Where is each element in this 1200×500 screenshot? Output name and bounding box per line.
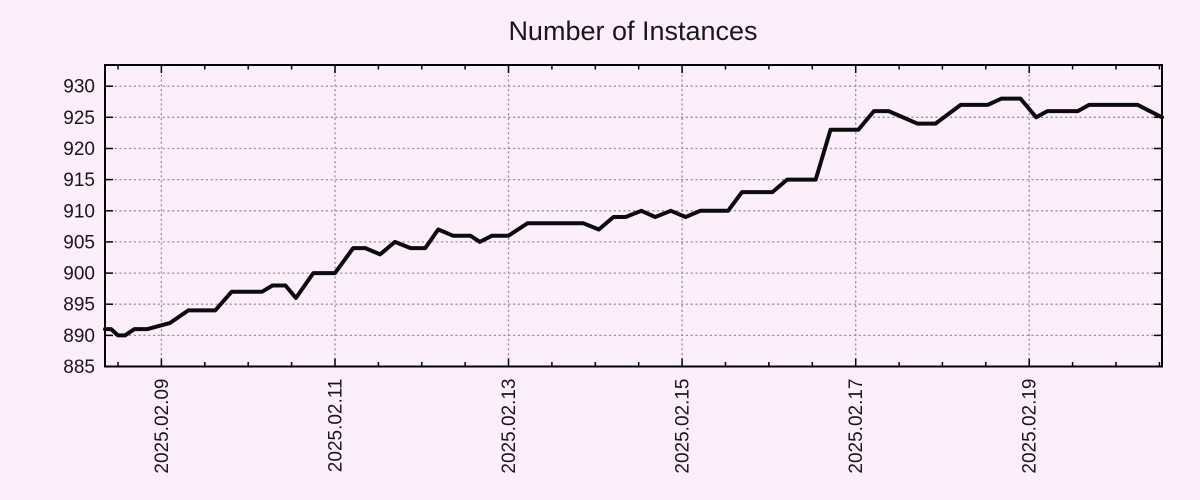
series-layer xyxy=(103,96,1164,338)
x-tick-label: 2025.02.19 xyxy=(1020,379,1041,474)
y-tick-label: 885 xyxy=(63,357,95,378)
plot-frame xyxy=(104,64,1163,368)
x-tick-label: 2025.02.09 xyxy=(152,379,173,474)
y-tick-label: 920 xyxy=(63,139,95,160)
y-tick-label: 900 xyxy=(63,264,95,285)
y-tick-label: 905 xyxy=(63,232,95,253)
x-tick-label: 2025.02.15 xyxy=(673,379,694,474)
y-tick-label: 915 xyxy=(63,170,95,191)
x-tick-label: 2025.02.11 xyxy=(326,379,347,473)
tick-label-layer: 885 890 895 900 905 910 915 920 925 930 2025.02.09… xyxy=(63,77,1040,474)
chart-title: Number of Instances xyxy=(508,16,757,46)
x-tick-label: 2025.02.13 xyxy=(499,379,520,474)
y-tick-label: 895 xyxy=(63,295,95,316)
y-tick-label: 930 xyxy=(63,77,95,98)
y-tick-label: 910 xyxy=(63,201,95,222)
y-tick-label: 890 xyxy=(63,326,95,347)
frame-layer xyxy=(104,64,1163,368)
x-tick-label: 2025.02.17 xyxy=(846,379,867,474)
tick-layer xyxy=(105,65,1162,368)
series-line xyxy=(103,96,1164,338)
y-tick-label: 925 xyxy=(63,108,95,129)
